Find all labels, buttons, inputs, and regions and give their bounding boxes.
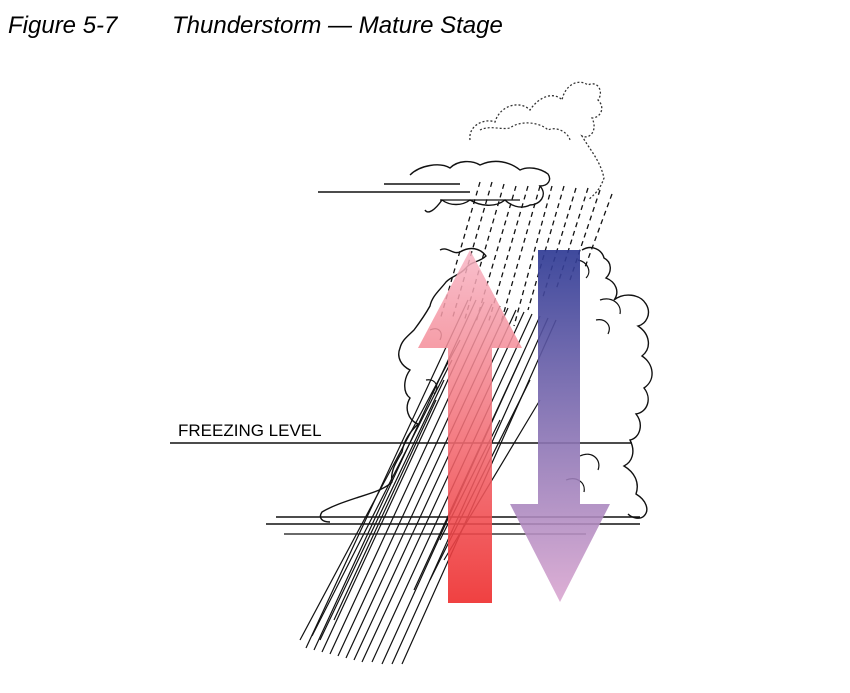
- figure-title: Thunderstorm — Mature Stage: [172, 12, 503, 39]
- cloud-outline-right: [581, 246, 653, 519]
- updraft-arrow: [418, 250, 522, 603]
- downdraft-arrow: [510, 250, 610, 602]
- rain-streaks: [299, 299, 557, 665]
- anvil-top-dotted-outline: [469, 81, 605, 201]
- figure-number: Figure 5-7: [8, 12, 118, 39]
- freezing-level-label: FREEZING LEVEL: [178, 421, 322, 440]
- anvil-inner-dotted: [479, 122, 571, 141]
